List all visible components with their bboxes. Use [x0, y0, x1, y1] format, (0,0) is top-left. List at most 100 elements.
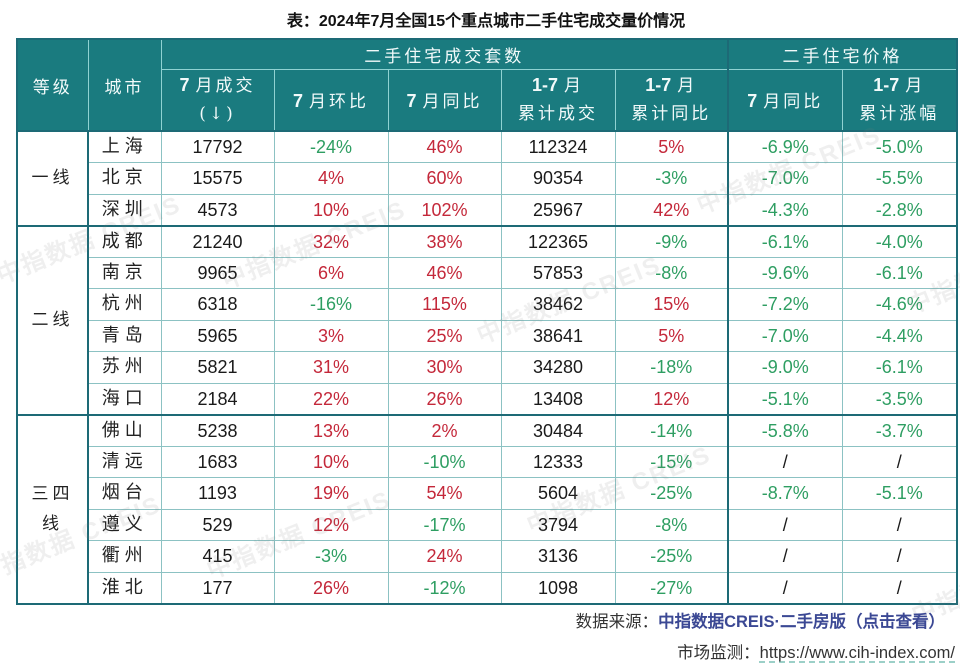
cell-price-ytd-change: -3.5%: [841, 382, 958, 415]
tier-label: 二线: [31, 310, 74, 330]
cell-price-ytd-change: /: [841, 571, 958, 604]
cell-deals-ytd: 1098: [500, 571, 616, 604]
cell-mom-july: 4%: [273, 162, 389, 195]
cell-deals-ytd: 38641: [500, 319, 616, 352]
cell-deals-ytd: 13408: [500, 382, 616, 415]
cell-yoy-july: 25%: [387, 319, 502, 352]
table-row: 苏州 5821 31% 30% 34280 -18% -9.0% -6.1%: [17, 351, 958, 384]
cell-price-ytd-change: -4.0%: [841, 224, 958, 258]
cell-yoy-july: -10%: [387, 445, 502, 478]
tier-cell: 二线: [16, 224, 89, 415]
cell-deals-ytd: 12333: [500, 445, 616, 478]
cell-yoy-july: 102%: [387, 193, 502, 226]
city-name: 淮北: [87, 571, 162, 604]
data-source-label: 数据来源：: [575, 613, 659, 631]
header-mom-july: 7 月环比: [273, 68, 389, 132]
header-sub: 累计同比: [631, 104, 712, 125]
tier-label: 一线: [31, 168, 74, 189]
cell-price-yoy-july: -7.0%: [727, 162, 843, 195]
cell-yoy-ytd: 15%: [614, 288, 729, 321]
header-price-ytd-change: 1-7 月 累计涨幅: [841, 68, 958, 132]
cell-price-ytd-change: -5.5%: [841, 162, 958, 195]
tier-cell: 三四线: [16, 413, 89, 604]
header-num: 1-7: [873, 75, 900, 96]
header-group-price: 二手住宅价格: [727, 38, 958, 70]
cell-price-ytd-change: -6.1%: [841, 256, 958, 289]
cell-price-yoy-july: -5.1%: [727, 382, 843, 415]
cell-yoy-july: 26%: [387, 382, 502, 415]
cell-deals-july: 5238: [160, 413, 275, 447]
cell-deals-ytd: 34280: [500, 351, 616, 384]
city-name: 遵义: [87, 508, 162, 541]
cell-yoy-july: 46%: [387, 130, 502, 163]
table-row: 清远 1683 10% -10% 12333 -15% / /: [17, 445, 958, 478]
header-num: 1-7: [645, 75, 672, 96]
city-name: 南京: [87, 256, 162, 289]
market-monitor-label: 市场监测：: [677, 644, 760, 662]
cell-price-yoy-july: /: [727, 445, 843, 478]
market-monitor-url-link[interactable]: https://www.cih-index.com/: [759, 644, 955, 662]
header-line: 7 月成交: [162, 71, 274, 100]
cell-mom-july: 12%: [273, 508, 389, 541]
cell-mom-july: 3%: [273, 319, 389, 352]
cell-deals-ytd: 30484: [500, 413, 616, 447]
cell-mom-july: 6%: [273, 256, 389, 289]
city-name: 成都: [87, 224, 162, 258]
cell-deals-july: 15575: [160, 162, 275, 195]
cell-deals-july: 5965: [160, 319, 275, 352]
cell-price-yoy-july: -9.0%: [727, 351, 843, 384]
cell-price-yoy-july: -6.9%: [727, 130, 843, 163]
cell-deals-july: 4573: [160, 193, 275, 226]
cell-mom-july: 10%: [273, 193, 389, 226]
header-num: 7: [747, 91, 758, 112]
cell-yoy-july: 115%: [387, 288, 502, 321]
tier-cell: 一线: [16, 130, 89, 226]
cell-deals-july: 17792: [160, 130, 275, 163]
cell-deals-ytd: 3794: [500, 508, 616, 541]
city-name: 青岛: [87, 319, 162, 352]
cell-price-yoy-july: -5.8%: [727, 413, 843, 447]
city-name: 上海: [87, 130, 162, 163]
header-line: 1-7 月: [502, 71, 615, 100]
header-group-volume: 二手住宅成交套数: [160, 38, 729, 70]
cell-yoy-ytd: -25%: [614, 477, 729, 510]
header-sub: 累计涨幅: [859, 104, 940, 125]
city-name: 深圳: [87, 193, 162, 226]
header-num: 7: [292, 91, 303, 112]
header-num: 7: [179, 75, 190, 96]
cell-price-ytd-change: -5.1%: [841, 477, 958, 510]
cell-deals-july: 177: [160, 571, 275, 604]
header-price-yoy-july: 7 月同比: [727, 68, 843, 132]
header-label: 月: [677, 76, 698, 97]
cell-yoy-ytd: -8%: [614, 256, 729, 289]
header-num: 7: [406, 91, 417, 112]
cell-price-ytd-change: /: [841, 508, 958, 541]
data-source-link[interactable]: 中指数据CREIS·二手房版（点击查看）: [658, 613, 945, 631]
cell-yoy-ytd: -18%: [614, 351, 729, 384]
cell-price-ytd-change: -3.7%: [841, 413, 958, 447]
cell-yoy-july: 30%: [387, 351, 502, 384]
cell-deals-july: 1683: [160, 445, 275, 478]
cell-deals-july: 9965: [160, 256, 275, 289]
cell-yoy-july: 54%: [387, 477, 502, 510]
header-num: 1-7: [531, 75, 558, 96]
cell-mom-july: -24%: [273, 130, 389, 163]
cell-yoy-ytd: 42%: [614, 193, 729, 226]
cell-yoy-july: 60%: [387, 162, 502, 195]
cell-yoy-ytd: 5%: [614, 130, 729, 163]
table-row: 北京 15575 4% 60% 90354 -3% -7.0% -5.5%: [17, 162, 958, 195]
cell-mom-july: 26%: [273, 571, 389, 604]
table-title: 表：2024年7月全国15个重点城市二手住宅成交量价情况: [286, 13, 686, 30]
header-row-columns: 7 月成交 (↓) 7 月环比 7 月同比 1-7 月 累计成交 1-7 月 累计同比 7…: [17, 68, 958, 132]
cell-price-ytd-change: -4.6%: [841, 288, 958, 321]
cell-mom-july: 19%: [273, 477, 389, 510]
cell-yoy-ytd: -9%: [614, 224, 729, 258]
city-name: 杭州: [87, 288, 162, 321]
cell-yoy-july: 24%: [387, 540, 502, 573]
cell-yoy-ytd: -3%: [614, 162, 729, 195]
cell-price-ytd-change: -4.4%: [841, 319, 958, 352]
cell-deals-july: 6318: [160, 288, 275, 321]
table-row: 二线 成都 21240 32% 38% 122365 -9% -6.1% -4.0%: [16, 224, 958, 415]
table-row: 烟台 1193 19% 54% 5604 -25% -8.7% -5.1%: [17, 477, 958, 510]
sort-desc-indicator[interactable]: (↓): [199, 104, 236, 125]
